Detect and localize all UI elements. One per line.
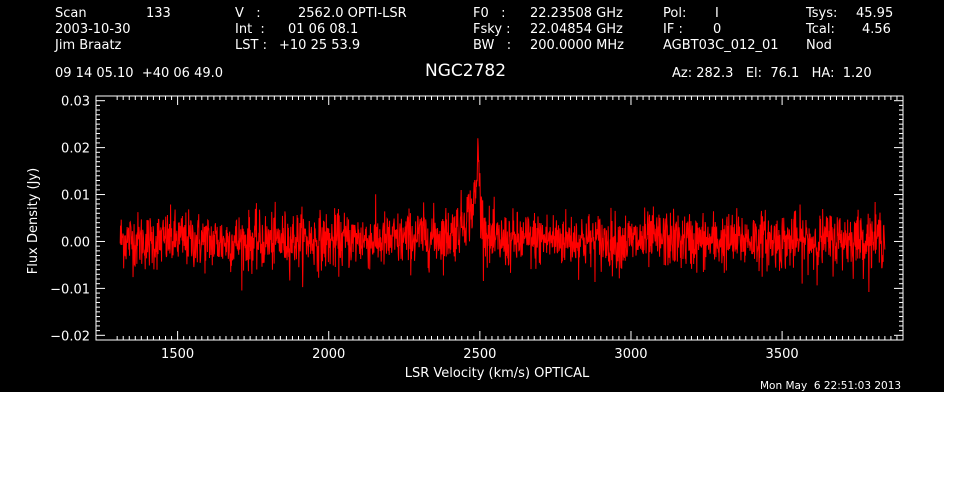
fsky-value: 22.04854 GHz bbox=[530, 22, 623, 37]
source-coords: 09 14 05.10 +40 06 49.0 bbox=[55, 66, 224, 81]
lst-value: +10 25 53.9 bbox=[279, 38, 361, 53]
y-tick-label: 0.01 bbox=[61, 189, 90, 204]
x-tick-label: 3500 bbox=[766, 347, 799, 362]
y-axis-title: Flux Density (Jy) bbox=[26, 168, 41, 274]
y-tick-label: 0.00 bbox=[61, 235, 90, 250]
series-layer bbox=[119, 138, 886, 293]
velocity-value: 2562.0 OPTI-LSR bbox=[298, 6, 407, 21]
y-axis: −0.02 −0.01 0.00 0.01 0.02 0.03 bbox=[50, 95, 903, 344]
fsky-label: Fsky : bbox=[473, 22, 511, 37]
y-tick-label: 0.02 bbox=[61, 142, 90, 157]
render-timestamp: Mon May 6 22:51:03 2013 bbox=[760, 380, 902, 392]
observer-name: Jim Braatz bbox=[55, 38, 122, 53]
spectrum-panel: Scan 133 2003-10-30 Jim Braatz 09 14 05.… bbox=[0, 0, 944, 392]
bw-label: BW : bbox=[473, 38, 512, 53]
pol-label: Pol: bbox=[663, 6, 687, 21]
int-label: Int : bbox=[235, 22, 265, 37]
tsys-label: Tsys: bbox=[806, 6, 838, 21]
source-name: NGC2782 bbox=[425, 61, 507, 81]
f0-value: 22.23508 GHz bbox=[530, 6, 623, 21]
tsys-value: 45.95 bbox=[856, 6, 894, 21]
tcal-value: 4.56 bbox=[862, 22, 891, 37]
y-tick-label: 0.03 bbox=[61, 95, 90, 110]
if-label: IF : bbox=[663, 22, 683, 37]
pol-value: I bbox=[715, 6, 719, 21]
if-value: 0 bbox=[713, 22, 722, 37]
spectrum-plot: 1500 2000 2500 3000 3500 −0.02 −0.01 0.00 0.01 0… bbox=[26, 95, 904, 381]
obs-date: 2003-10-30 bbox=[55, 22, 131, 37]
x-axis-title: LSR Velocity (km/s) OPTICAL bbox=[405, 366, 590, 381]
bw-value: 200.0000 MHz bbox=[530, 38, 624, 53]
y-tick-label: −0.01 bbox=[50, 282, 90, 297]
tcal-label: Tcal: bbox=[806, 22, 835, 37]
velocity-label: V : bbox=[235, 6, 261, 21]
x-tick-label: 3000 bbox=[614, 347, 647, 362]
int-value: 01 06 08.1 bbox=[288, 22, 359, 37]
scan-value: 133 bbox=[146, 6, 171, 21]
y-tick-label: −0.02 bbox=[50, 329, 90, 344]
x-axis: 1500 2000 2500 3000 3500 bbox=[161, 96, 799, 362]
scan-label: Scan bbox=[55, 6, 87, 21]
lst-label: LST : bbox=[235, 38, 267, 53]
pointing-info: Az: 282.3 El: 76.1 HA: 1.20 bbox=[672, 66, 872, 81]
x-tick-label: 2000 bbox=[312, 347, 345, 362]
f0-label: F0 : bbox=[473, 6, 506, 21]
obs-mode: Nod bbox=[806, 38, 832, 53]
x-tick-label: 2500 bbox=[463, 347, 496, 362]
spectrum-line bbox=[119, 138, 886, 293]
x-tick-label: 1500 bbox=[161, 347, 194, 362]
minor-ticks bbox=[96, 95, 904, 341]
project-id: AGBT03C_012_01 bbox=[663, 38, 779, 53]
